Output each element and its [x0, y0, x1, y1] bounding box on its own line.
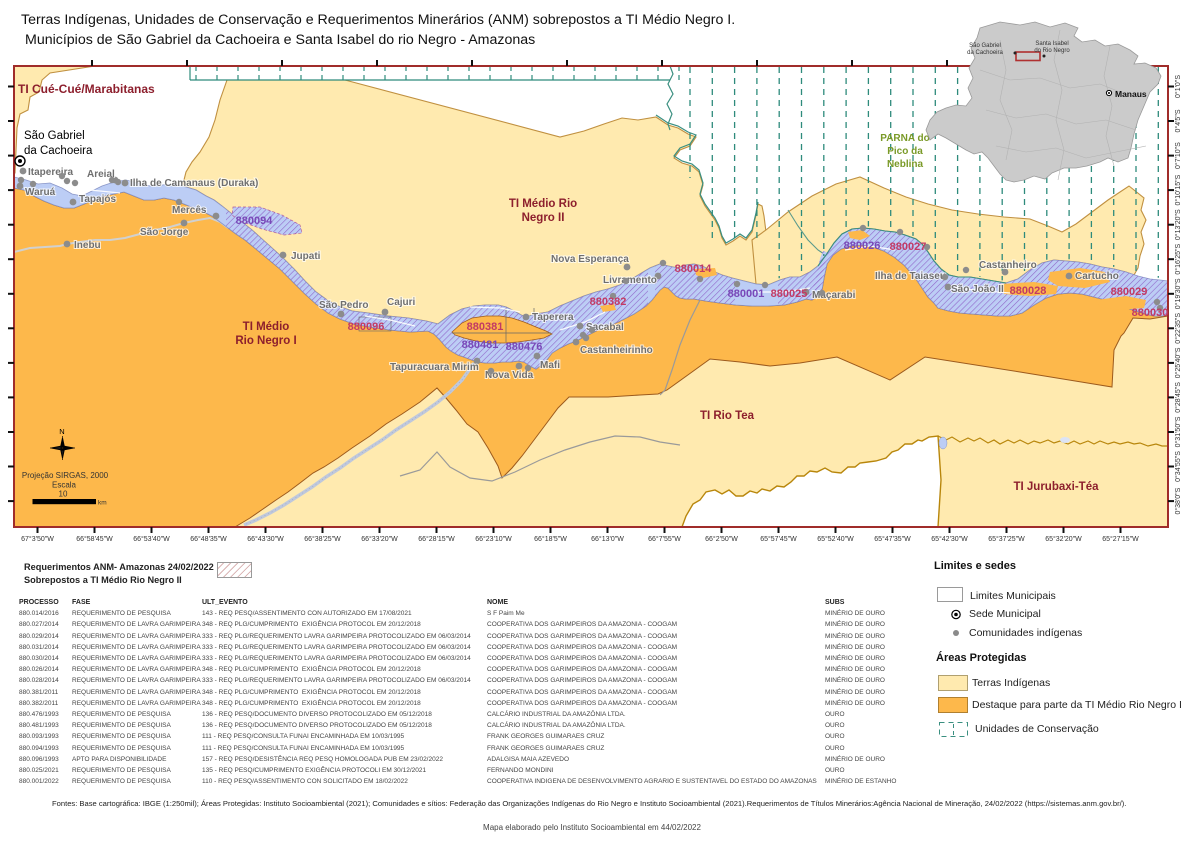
svg-text:0°19'30"S: 0°19'30"S [1174, 278, 1182, 309]
svg-text:880028: 880028 [1010, 285, 1047, 297]
svg-text:880026: 880026 [844, 240, 881, 252]
svg-text:Manaus: Manaus [1115, 89, 1147, 99]
svg-text:66°48'35"W: 66°48'35"W [190, 535, 227, 543]
svg-text:66°33'20"W: 66°33'20"W [361, 535, 398, 543]
svg-text:66°13'0"W: 66°13'0"W [591, 535, 624, 543]
svg-text:Waruá: Waruá [25, 187, 56, 198]
svg-text:880001: 880001 [728, 288, 765, 300]
svg-text:880027: 880027 [890, 241, 927, 253]
svg-text:Livramento: Livramento [603, 275, 657, 286]
svg-text:880382: 880382 [590, 296, 627, 308]
svg-text:Mafi: Mafi [540, 360, 560, 371]
svg-text:65°27'15"W: 65°27'15"W [1102, 535, 1139, 543]
svg-text:TI Médio Rio: TI Médio Rio [509, 198, 577, 210]
svg-text:66°53'40"W: 66°53'40"W [133, 535, 170, 543]
svg-text:Rio Negro I: Rio Negro I [235, 335, 296, 347]
svg-text:65°47'35"W: 65°47'35"W [874, 535, 911, 543]
svg-text:Jupati: Jupati [291, 251, 321, 262]
svg-text:0°10'15"S: 0°10'15"S [1174, 174, 1182, 205]
svg-text:880025: 880025 [771, 288, 808, 300]
svg-text:São Pedro: São Pedro [319, 300, 368, 311]
svg-text:Castanheiro: Castanheiro [979, 260, 1037, 271]
svg-text:66°43'30"W: 66°43'30"W [247, 535, 284, 543]
svg-text:880096: 880096 [348, 321, 385, 333]
svg-text:880381: 880381 [467, 321, 504, 333]
svg-text:10: 10 [59, 490, 68, 499]
svg-text:Nova Esperança: Nova Esperança [551, 254, 629, 265]
svg-text:Tapajós: Tapajós [79, 194, 116, 205]
svg-text:Inebu: Inebu [74, 240, 101, 251]
svg-text:km: km [98, 500, 107, 507]
svg-text:0°31'50"S: 0°31'50"S [1174, 416, 1182, 447]
svg-text:65°52'40"W: 65°52'40"W [817, 535, 854, 543]
svg-text:880029: 880029 [1111, 286, 1148, 298]
svg-text:TI Rio Tea: TI Rio Tea [700, 410, 755, 422]
svg-text:66°58'45"W: 66°58'45"W [76, 535, 113, 543]
svg-text:66°18'5"W: 66°18'5"W [534, 535, 567, 543]
svg-text:65°57'45"W: 65°57'45"W [760, 535, 797, 543]
svg-text:Negro II: Negro II [522, 212, 565, 224]
svg-text:Tapuracuara Mirim: Tapuracuara Mirim [390, 362, 479, 373]
svg-text:880476: 880476 [506, 341, 543, 353]
svg-text:Mercês: Mercês [172, 205, 207, 216]
svg-text:0°13'20"S: 0°13'20"S [1174, 209, 1182, 240]
svg-text:Cartucho: Cartucho [1075, 271, 1119, 282]
svg-text:Taperera: Taperera [532, 312, 574, 323]
svg-text:65°42'30"W: 65°42'30"W [931, 535, 968, 543]
svg-text:do Rio Negro: do Rio Negro [1034, 48, 1070, 54]
svg-text:66°7'55"W: 66°7'55"W [648, 535, 681, 543]
svg-text:0°38'0"S: 0°38'0"S [1174, 487, 1182, 514]
svg-text:Ilha de Camanaus (Duraka): Ilha de Camanaus (Duraka) [130, 178, 258, 189]
svg-text:TI Médio: TI Médio [243, 321, 290, 333]
svg-text:Maçarabi: Maçarabi [812, 290, 856, 301]
svg-text:da Cachoeira: da Cachoeira [24, 145, 93, 157]
svg-text:66°23'10"W: 66°23'10"W [475, 535, 512, 543]
svg-text:N: N [59, 427, 64, 436]
svg-text:0°34'55"S: 0°34'55"S [1174, 451, 1182, 482]
svg-text:São Gabriel: São Gabriel [969, 43, 1001, 49]
svg-text:São João II: São João II [951, 284, 1004, 295]
svg-text:0°28'45"S: 0°28'45"S [1174, 382, 1182, 413]
svg-text:0°25'40"S: 0°25'40"S [1174, 347, 1182, 378]
svg-text:880014: 880014 [675, 263, 713, 275]
svg-text:0°22'35"S: 0°22'35"S [1174, 313, 1182, 344]
svg-text:65°37'25"W: 65°37'25"W [988, 535, 1025, 543]
svg-text:66°2'50"W: 66°2'50"W [705, 535, 738, 543]
svg-text:São Gabriel: São Gabriel [24, 130, 85, 142]
svg-text:TI Jurubaxi-Téa: TI Jurubaxi-Téa [1014, 481, 1100, 493]
svg-text:0°7'10"S: 0°7'10"S [1174, 142, 1182, 169]
svg-text:Ilha de Taiaseu: Ilha de Taiaseu [875, 271, 946, 282]
svg-text:66°38'25"W: 66°38'25"W [304, 535, 341, 543]
svg-text:67°3'50"W: 67°3'50"W [21, 535, 54, 543]
svg-text:Neblina: Neblina [887, 159, 924, 170]
svg-text:São Jorge: São Jorge [140, 227, 189, 238]
svg-text:880030: 880030 [1132, 307, 1169, 319]
svg-text:Itapereira: Itapereira [28, 167, 73, 178]
svg-text:Pico da: Pico da [887, 146, 923, 157]
svg-text:66°28'15"W: 66°28'15"W [418, 535, 455, 543]
svg-text:Cajuri: Cajuri [387, 297, 416, 308]
svg-text:880481: 880481 [462, 339, 499, 351]
svg-text:0°4'5"S: 0°4'5"S [1174, 109, 1182, 132]
svg-text:PARNA do: PARNA do [880, 133, 929, 144]
svg-text:880094: 880094 [236, 215, 274, 227]
svg-text:65°32'20"W: 65°32'20"W [1045, 535, 1082, 543]
svg-text:Areial: Areial [87, 169, 115, 180]
svg-text:Escala: Escala [52, 481, 77, 490]
svg-text:Projeção SIRGAS, 2000: Projeção SIRGAS, 2000 [22, 471, 109, 480]
svg-text:Santa Isabel: Santa Isabel [1035, 41, 1068, 47]
svg-text:0°16'25"S: 0°16'25"S [1174, 243, 1182, 274]
svg-text:0°1'0"S: 0°1'0"S [1174, 75, 1182, 98]
svg-text:Castanheirinho: Castanheirinho [580, 345, 653, 356]
svg-text:Nova Vida: Nova Vida [485, 370, 534, 381]
svg-text:da Cachoeira: da Cachoeira [967, 50, 1003, 56]
svg-text:TI Cué-Cué/Marabitanas: TI Cué-Cué/Marabitanas [18, 82, 155, 96]
